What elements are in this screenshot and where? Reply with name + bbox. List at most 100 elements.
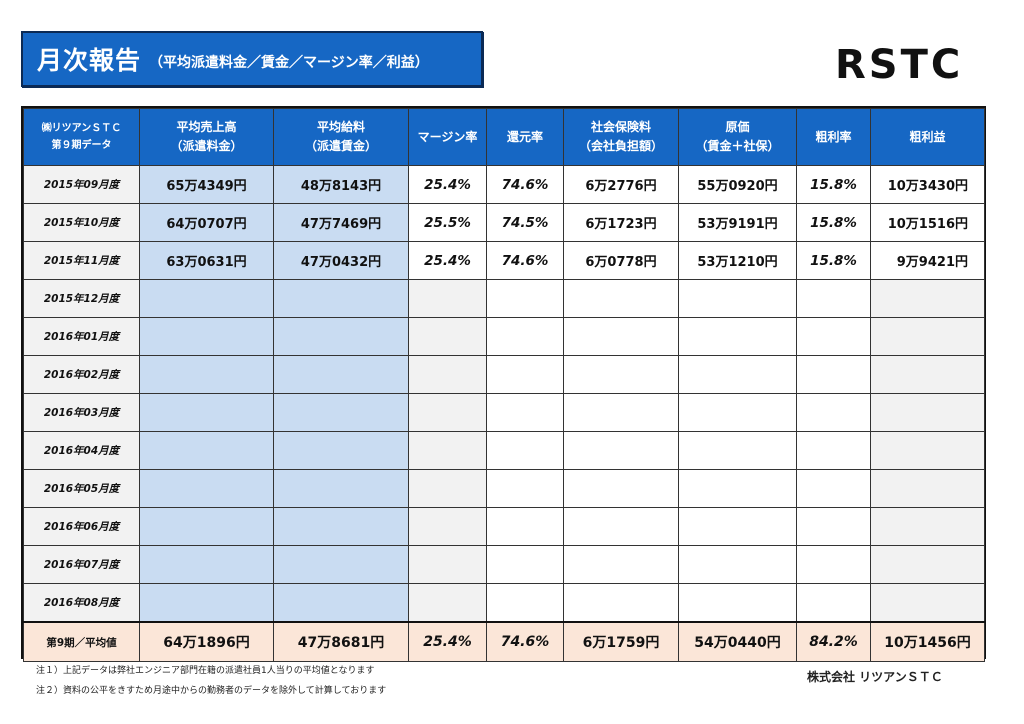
- table-cell: 48万8143円: [273, 165, 409, 204]
- period-label: 2016年06月度: [23, 507, 140, 546]
- table-cell: [563, 279, 679, 318]
- table-cell: 74.6%: [486, 241, 564, 280]
- table-cell: 25.4%: [408, 165, 487, 204]
- table-cell: [796, 355, 871, 394]
- table-cell: [139, 317, 274, 356]
- col-header-gross-margin-rate: 粗利率: [796, 108, 871, 166]
- table-cell: [796, 507, 871, 546]
- col-header-avg-sales: 平均売上高 （派遣料金）: [139, 108, 274, 166]
- table-cell: [139, 545, 274, 584]
- col-header-return-rate: 還元率: [486, 108, 564, 166]
- page-title: 月次報告: [37, 46, 142, 75]
- col-header-line1: 平均給料: [316, 120, 365, 134]
- table-cell: 15.8%: [796, 241, 871, 280]
- table-cell: 6万1723円: [563, 203, 679, 242]
- table-cell: [408, 583, 487, 623]
- table-cell: [273, 545, 409, 584]
- table-row: 2016年03月度: [23, 393, 985, 432]
- table-row: 2016年05月度: [23, 469, 985, 508]
- monthly-report-table: ㈱リツアンＳＴＣ 第９期データ 平均売上高 （派遣料金） 平均給料 （派遣賃金） マ…: [21, 106, 986, 662]
- footnote-1: 注１）上記データは弊社エンジニア部門在籍の派遣社員1人当りの平均値となります: [36, 666, 375, 676]
- table-cell: [796, 393, 871, 432]
- col-header-gross-profit: 粗利益: [870, 108, 985, 166]
- table-cell: [486, 545, 564, 584]
- table-cell: [486, 279, 564, 318]
- table-cell: [273, 317, 409, 356]
- table-row: 2016年04月度: [23, 431, 985, 470]
- header-row: ㈱リツアンＳＴＣ 第９期データ 平均売上高 （派遣料金） 平均給料 （派遣賃金） マ…: [23, 108, 985, 166]
- table-cell: 10万1516円: [870, 203, 985, 242]
- average-row: 第9期／平均値 64万1896円 47万8681円 25.4% 74.6% 6万1759円…: [23, 621, 985, 662]
- average-cell: 74.6%: [486, 621, 564, 662]
- table-row: 2016年01月度: [23, 317, 985, 356]
- table-cell: [796, 431, 871, 470]
- table-cell: [563, 393, 679, 432]
- table-cell: 9万9421円: [870, 241, 985, 280]
- table-cell: [273, 583, 409, 623]
- table-cell: [678, 279, 797, 318]
- table-cell: [139, 507, 274, 546]
- table-cell: 53万1210円: [678, 241, 797, 280]
- table-cell: [678, 317, 797, 356]
- col-header-line2: （賃金＋社保）: [695, 139, 780, 153]
- table-cell: 47万0432円: [273, 241, 409, 280]
- col-header-cost: 原価 （賃金＋社保）: [678, 108, 797, 166]
- period-label: 2016年01月度: [23, 317, 140, 356]
- table-cell: [870, 545, 985, 584]
- table-cell: 15.8%: [796, 203, 871, 242]
- table-cell: [796, 317, 871, 356]
- table-cell: [486, 469, 564, 508]
- table-cell: 65万4349円: [139, 165, 274, 204]
- table-cell: [408, 431, 487, 470]
- table-cell: 47万7469円: [273, 203, 409, 242]
- table-cell: [870, 355, 985, 394]
- table-cell: [408, 469, 487, 508]
- table-cell: [796, 583, 871, 623]
- table-cell: [678, 545, 797, 584]
- col-header-line2: （派遣賃金）: [304, 139, 377, 153]
- table-cell: [408, 507, 487, 546]
- col-header-line2: （派遣料金）: [170, 139, 243, 153]
- company-logo: RSTC: [835, 42, 964, 88]
- table-cell: [796, 545, 871, 584]
- average-cell: 64万1896円: [139, 621, 274, 662]
- table-cell: [563, 507, 679, 546]
- period-label: 2016年03月度: [23, 393, 140, 432]
- table-row: 2016年08月度: [23, 583, 985, 623]
- table-cell: [563, 469, 679, 508]
- table-cell: [486, 355, 564, 394]
- page-subtitle: （平均派遣料金／賃金／マージン率／利益）: [149, 55, 429, 71]
- table-row: 2015年11月度 63万0631円 47万0432円 25.4% 74.6% 6万077…: [23, 241, 985, 280]
- table-cell: [486, 507, 564, 546]
- period-label: 2015年11月度: [23, 241, 140, 280]
- col-header-line1: マージン率: [417, 129, 478, 144]
- table-cell: 25.5%: [408, 203, 487, 242]
- period-label: 2015年09月度: [23, 165, 140, 204]
- table-cell: [273, 507, 409, 546]
- col-header-avg-salary: 平均給料 （派遣賃金）: [273, 108, 409, 166]
- table-cell: [870, 469, 985, 508]
- average-cell: 10万1456円: [870, 621, 985, 662]
- table-cell: [273, 279, 409, 318]
- table-cell: [139, 469, 274, 508]
- table-cell: 6万2776円: [563, 165, 679, 204]
- col-header-line1: 粗利益: [909, 129, 946, 144]
- table-cell: [563, 431, 679, 470]
- table-cell: 74.5%: [486, 203, 564, 242]
- table-cell: [139, 431, 274, 470]
- col-header-line1: 粗利率: [815, 129, 852, 144]
- table-cell: 25.4%: [408, 241, 487, 280]
- table-cell: [870, 393, 985, 432]
- table-cell: [273, 393, 409, 432]
- company-name: 株式会社 リツアンＳＴＣ: [807, 670, 943, 684]
- table-row: 2015年09月度 65万4349円 48万8143円 25.4% 74.6% 6万277…: [23, 165, 985, 204]
- table-cell: [408, 355, 487, 394]
- table-cell: [870, 279, 985, 318]
- table-cell: [870, 583, 985, 623]
- table-cell: 15.8%: [796, 165, 871, 204]
- table-cell: [408, 393, 487, 432]
- table-cell: [796, 469, 871, 508]
- table-cell: [870, 431, 985, 470]
- period-label: 2015年12月度: [23, 279, 140, 318]
- period-label: 2016年07月度: [23, 545, 140, 584]
